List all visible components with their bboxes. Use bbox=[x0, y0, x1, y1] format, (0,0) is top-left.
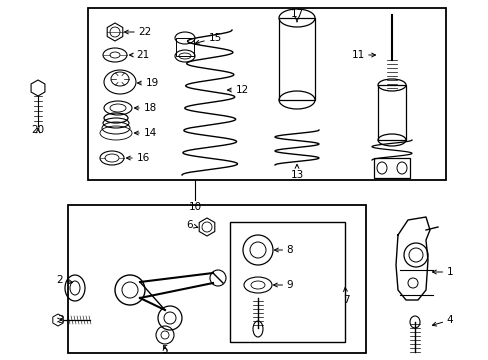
Text: 20: 20 bbox=[31, 125, 44, 135]
Text: 16: 16 bbox=[126, 153, 149, 163]
Text: 17: 17 bbox=[290, 9, 303, 22]
Bar bbox=[176, 38, 194, 56]
Text: 12: 12 bbox=[227, 85, 248, 95]
Text: 10: 10 bbox=[188, 202, 201, 212]
Text: 2: 2 bbox=[57, 275, 72, 285]
Bar bbox=[279, 18, 314, 100]
Text: 22: 22 bbox=[124, 27, 151, 37]
Text: 15: 15 bbox=[195, 33, 221, 44]
Text: 6: 6 bbox=[186, 220, 197, 230]
Text: 7: 7 bbox=[342, 288, 348, 305]
Text: 1: 1 bbox=[431, 267, 452, 277]
Bar bbox=[373, 158, 409, 178]
Text: 18: 18 bbox=[134, 103, 156, 113]
Text: 19: 19 bbox=[137, 78, 158, 88]
Text: 21: 21 bbox=[129, 50, 149, 60]
Text: 13: 13 bbox=[290, 165, 303, 180]
Text: 9: 9 bbox=[273, 280, 293, 290]
Text: 5: 5 bbox=[162, 345, 168, 355]
Bar bbox=[377, 85, 405, 140]
Bar bbox=[88, 8, 445, 180]
Text: 3: 3 bbox=[57, 315, 63, 325]
Bar bbox=[68, 205, 365, 353]
Text: 14: 14 bbox=[134, 128, 156, 138]
Text: 11: 11 bbox=[351, 50, 375, 60]
Text: 4: 4 bbox=[431, 315, 452, 326]
Text: 8: 8 bbox=[274, 245, 293, 255]
Bar bbox=[229, 222, 345, 342]
